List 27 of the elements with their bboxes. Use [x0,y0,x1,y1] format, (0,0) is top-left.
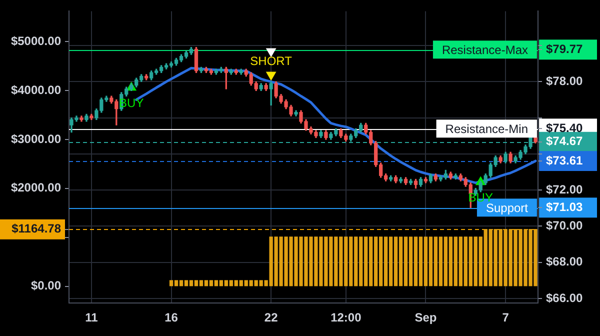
y-tick-label: $4000.00 [10,82,62,97]
x-tick-label: 12:00 [330,310,362,325]
y2-tick-label: $68.00 [546,254,584,269]
y-tick-label: $5000.00 [10,34,62,48]
y2-tick-label: $66.00 [546,290,584,305]
y2-tick-label: $78.00 [546,74,584,88]
ref-line-label: Resistance-Min [445,122,528,136]
y-tick-label: $1164.78 [12,222,62,236]
y2-tick-label: $74.67 [546,134,584,148]
x-tick-label: 11 [85,310,98,325]
y-tick-label: $0.00 [30,278,62,293]
x-tick-label: 7 [502,310,510,325]
ref-line-label: Resistance-Max [442,43,528,57]
y2-tick-label: $71.03 [546,200,584,214]
y2-tick-label: $75.40 [546,120,584,135]
x-tick-label: 16 [164,310,178,325]
ref-line-label: Support [486,200,529,215]
y2-tick-label: $70.00 [546,218,584,233]
y-tick-label: $2000.00 [10,180,62,195]
series-label: SHORT [250,54,293,68]
y2-tick-label: $72.00 [546,182,584,196]
y-tick-label: $3000.00 [10,132,62,146]
x-tick-label: Sep [414,310,437,325]
point [266,72,276,81]
y2-tick-label: $73.61 [546,153,584,168]
y2-tick-label: $79.77 [546,42,584,56]
x-tick-label: 22 [264,310,278,325]
